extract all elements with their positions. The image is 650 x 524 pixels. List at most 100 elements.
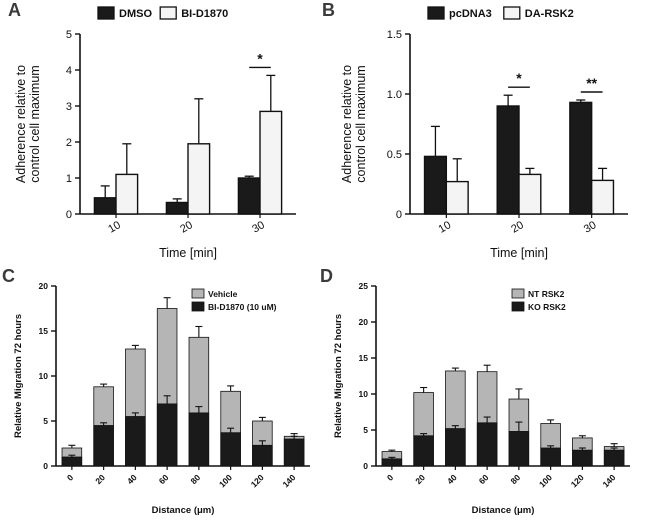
bar xyxy=(603,449,625,467)
bar xyxy=(93,425,114,467)
y-axis-label: Adherence relative to xyxy=(340,65,354,183)
bar xyxy=(283,438,305,467)
x-tick-label: 80 xyxy=(189,472,203,486)
legend-swatch xyxy=(427,6,445,20)
bar xyxy=(445,428,466,467)
x-tick-label: 140 xyxy=(600,472,617,489)
x-tick-label: 60 xyxy=(157,472,171,486)
x-tick-label: 100 xyxy=(217,472,234,489)
panel-label-c: C xyxy=(2,266,15,286)
legend-label: pcDNA3 xyxy=(449,8,492,20)
y-tick-label: 15 xyxy=(359,353,369,363)
bar xyxy=(423,155,448,215)
bar xyxy=(518,173,542,215)
legend-swatch xyxy=(191,288,205,299)
y-tick-label: 1.5 xyxy=(387,29,402,41)
legend-label: DA-RSK2 xyxy=(525,8,574,20)
x-tick-label: 10 xyxy=(437,219,454,236)
x-tick-label: 20 xyxy=(178,219,195,236)
x-tick-label: 20 xyxy=(93,472,107,486)
y-tick-label: 0.5 xyxy=(387,149,402,161)
chart-adherence-pcdna3-darsk2: 0 0.5 1.0 1.5 Adherence relative to control c… xyxy=(340,6,628,260)
x-axis-label: Distance (μm) xyxy=(472,505,535,516)
x-tick-label: 120 xyxy=(569,472,586,489)
legend-swatch xyxy=(97,6,115,20)
y-axis-label: control cell maximum xyxy=(354,65,368,182)
y-tick-label: 10 xyxy=(359,389,369,399)
significance-label: * xyxy=(516,70,522,86)
legend-swatch xyxy=(159,6,177,20)
significance-label: * xyxy=(257,50,263,66)
bar xyxy=(569,101,593,215)
bar xyxy=(508,431,530,467)
y-tick-label: 1 xyxy=(66,173,72,185)
x-tick-label: 20 xyxy=(509,219,526,236)
x-tick-label: 30 xyxy=(250,219,267,236)
x-tick-label: 120 xyxy=(249,472,266,489)
x-tick-label: 30 xyxy=(582,219,599,236)
y-axis-label: Relative Migration 72 hours xyxy=(13,314,24,438)
x-tick-label: 80 xyxy=(509,472,523,486)
bar xyxy=(381,458,403,467)
x-tick-label: 40 xyxy=(125,472,139,486)
x-tick-label: 0 xyxy=(65,472,76,483)
panel-label-d: D xyxy=(320,266,333,286)
significance-label: ** xyxy=(586,75,597,91)
chart-adherence-dmso-bid1870: 0 1 2 3 4 5 Adherence relative to control cell … xyxy=(14,6,296,260)
bar xyxy=(252,444,273,467)
bar xyxy=(572,449,593,467)
x-tick-label: 20 xyxy=(413,472,427,486)
bar xyxy=(259,110,283,215)
chart-migration-nt-ko-rsk2: 0 5 10 15 20 25 Relative Migration 72 hours Dis… xyxy=(333,281,630,516)
x-tick-label: 0 xyxy=(385,472,396,483)
bar xyxy=(188,412,210,467)
y-axis-label: Adherence relative to xyxy=(14,65,28,183)
bar xyxy=(413,435,434,467)
y-tick-label: 15 xyxy=(39,326,49,336)
y-tick-label: 20 xyxy=(39,281,49,291)
bar xyxy=(156,403,178,467)
panel-label-a: A xyxy=(8,0,21,20)
y-axis-label: Relative Migration 72 hours xyxy=(333,314,344,438)
legend-swatch xyxy=(511,301,525,312)
legend-label: BI-D1870 (10 uM) xyxy=(208,302,277,312)
legend-label: DMSO xyxy=(119,8,152,20)
legend-label: NT RSK2 xyxy=(528,289,565,299)
y-tick-label: 0 xyxy=(396,209,402,221)
legend-swatch xyxy=(191,301,205,312)
x-tick-label: 140 xyxy=(280,472,297,489)
bar xyxy=(496,105,520,215)
x-tick-label: 60 xyxy=(477,472,491,486)
bar xyxy=(237,177,261,215)
x-tick-label: 40 xyxy=(445,472,459,486)
y-tick-label: 5 xyxy=(66,29,72,41)
y-tick-label: 1.0 xyxy=(387,89,402,101)
x-axis-label: Distance (μm) xyxy=(152,505,215,516)
bar xyxy=(93,197,117,215)
bar xyxy=(115,173,139,215)
y-tick-label: 20 xyxy=(359,317,369,327)
legend-label: KO RSK2 xyxy=(528,302,566,312)
x-tick-label: 10 xyxy=(106,219,123,236)
bar xyxy=(540,447,561,467)
y-axis-label: control cell maximum xyxy=(28,65,42,182)
legend-label: BI-D1870 xyxy=(181,8,228,20)
y-tick-label: 0 xyxy=(66,209,72,221)
bar xyxy=(187,143,211,215)
y-tick-label: 0 xyxy=(363,461,368,471)
y-tick-label: 2 xyxy=(66,137,72,149)
y-tick-label: 3 xyxy=(66,101,72,113)
bar xyxy=(445,180,469,215)
y-tick-label: 25 xyxy=(359,281,369,291)
bar xyxy=(220,432,241,467)
chart-migration-vehicle-bid1870: 0 5 10 15 20 Relative Migration 72 hours Dista… xyxy=(13,281,310,516)
bar xyxy=(476,422,498,467)
x-axis-label: Time [min] xyxy=(490,246,548,260)
y-tick-label: 0 xyxy=(43,461,48,471)
x-tick-label: 100 xyxy=(537,472,554,489)
y-tick-label: 5 xyxy=(43,416,48,426)
bar xyxy=(61,456,83,467)
bar xyxy=(125,416,146,467)
y-tick-label: 4 xyxy=(66,65,72,77)
